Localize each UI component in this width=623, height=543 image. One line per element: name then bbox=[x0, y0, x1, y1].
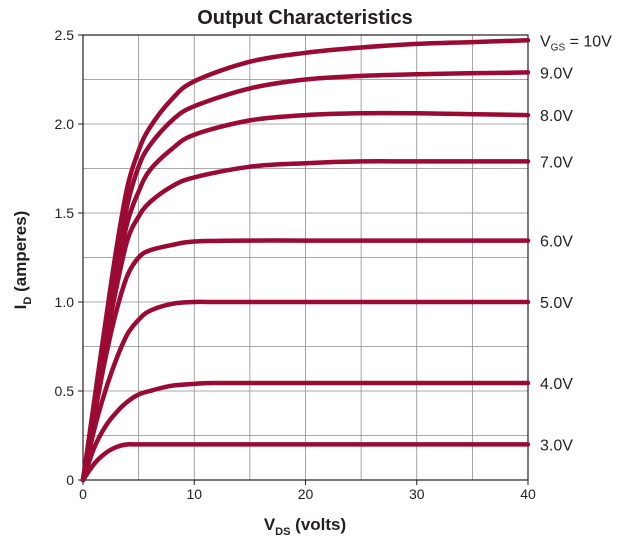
y-tick-label: 1.5 bbox=[55, 205, 75, 221]
x-tick-label: 40 bbox=[520, 486, 536, 502]
x-axis-ticks: 0 10 20 30 40 bbox=[79, 480, 536, 502]
curve-vgs-3-0v bbox=[80, 441, 531, 483]
curve-label: 4.0V bbox=[540, 376, 573, 393]
y-axis-title-main: I bbox=[11, 305, 30, 310]
x-axis-title-unit: (volts) bbox=[290, 515, 346, 534]
x-tick-label: 20 bbox=[298, 486, 314, 502]
curve-label: VGS = 10V bbox=[540, 33, 612, 53]
curve-label: 7.0V bbox=[540, 154, 573, 171]
x-tick-label: 10 bbox=[186, 486, 202, 502]
x-axis-title-subscript: DS bbox=[275, 526, 290, 538]
curve-vgs-6-0v bbox=[80, 238, 531, 483]
curve-label: 3.0V bbox=[540, 437, 573, 454]
y-axis-title-subscript: D bbox=[22, 297, 34, 305]
y-axis-ticks: 0 0.5 1.0 1.5 2.0 2.5 bbox=[55, 27, 83, 488]
x-tick-label: 30 bbox=[409, 486, 425, 502]
y-tick-label: 1.0 bbox=[55, 294, 75, 310]
curve-label: 6.0V bbox=[540, 234, 573, 251]
y-tick-label: 0 bbox=[66, 472, 74, 488]
y-tick-label: 2.0 bbox=[55, 116, 75, 132]
curve-vgs-10v bbox=[80, 38, 531, 483]
curve-vgs-5-0v bbox=[80, 299, 531, 483]
x-axis-title-main: V bbox=[264, 515, 276, 534]
x-axis-title: VDS (volts) bbox=[264, 515, 346, 538]
curve-labels: 3.0V 4.0V 5.0V 6.0V 7.0V 8.0V 9.0V VGS = 10V bbox=[540, 33, 612, 454]
y-tick-label: 2.5 bbox=[55, 27, 75, 43]
y-tick-label: 0.5 bbox=[55, 383, 75, 399]
y-axis-title: ID (amperes) bbox=[11, 211, 34, 310]
curve-label: 9.0V bbox=[540, 65, 573, 82]
y-axis-title-unit: (amperes) bbox=[11, 211, 30, 297]
x-tick-label: 0 bbox=[79, 486, 87, 502]
curve-label: 5.0V bbox=[540, 295, 573, 312]
curve-label: 8.0V bbox=[540, 108, 573, 125]
chart-title: Output Characteristics bbox=[197, 7, 413, 29]
curve-vgs-4-0v bbox=[80, 380, 531, 483]
curves bbox=[80, 38, 531, 483]
grid-lines bbox=[83, 35, 528, 480]
